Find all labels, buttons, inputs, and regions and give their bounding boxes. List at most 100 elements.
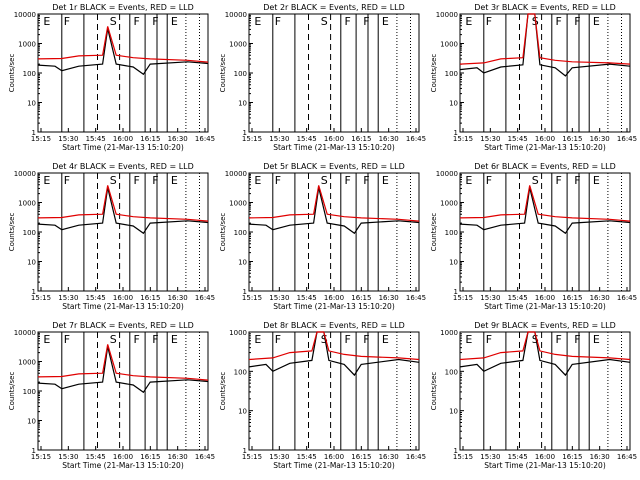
x-tick-label: 15:15	[242, 294, 262, 302]
region-label: S	[110, 15, 117, 28]
x-tick-label: 15:30	[480, 453, 500, 461]
y-tick-label: 100	[23, 229, 36, 237]
x-tick-label: 15:30	[58, 453, 78, 461]
y-tick-label: 1000	[229, 329, 247, 337]
y-tick-label: 1	[243, 288, 247, 296]
x-tick-label: 16:15	[140, 453, 160, 461]
x-tick-label: 16:00	[113, 453, 133, 461]
region-label: E	[254, 333, 261, 346]
region-label: F	[152, 15, 158, 28]
x-tick-label: 16:45	[617, 453, 637, 461]
region-label: E	[593, 15, 600, 28]
x-tick-label: 16:00	[113, 294, 133, 302]
series-line	[37, 28, 209, 76]
region-label: F	[486, 333, 492, 346]
x-tick-label: 15:30	[269, 135, 289, 143]
x-tick-label: 15:45	[86, 453, 106, 461]
y-tick-label: 100	[445, 368, 458, 376]
y-tick-label: 10000	[14, 170, 36, 178]
y-tick-label: 10000	[436, 170, 458, 178]
region-label: F	[275, 333, 281, 346]
y-axis-label: Counts/sec	[219, 372, 227, 411]
x-tick-label: 16:15	[351, 135, 371, 143]
x-axis-label: Start Time (21-Mar-13 15:10:20)	[62, 143, 184, 152]
x-tick-label: 15:30	[269, 453, 289, 461]
region-label: F	[345, 15, 351, 28]
x-tick-label: 16:30	[590, 453, 610, 461]
x-tick-label: 15:15	[453, 294, 473, 302]
x-tick-label: 16:00	[324, 453, 344, 461]
region-label: F	[486, 174, 492, 187]
chart-title: Det 6r BLACK = Events, RED = LLD	[474, 162, 616, 171]
series-line	[37, 187, 209, 235]
region-label: F	[345, 333, 351, 346]
y-tick-label: 100	[234, 229, 247, 237]
region-label: E	[43, 333, 50, 346]
x-tick-label: 15:45	[297, 453, 317, 461]
region-label: S	[321, 15, 328, 28]
x-tick-label: 15:15	[31, 453, 51, 461]
region-label: S	[321, 333, 328, 346]
region-label: F	[275, 15, 281, 28]
y-tick-label: 1	[243, 129, 247, 137]
region-label: F	[556, 174, 562, 187]
plot-frame	[248, 331, 420, 451]
y-tick-label: 1000	[440, 200, 458, 208]
x-axis-label: Start Time (21-Mar-13 15:10:20)	[273, 461, 395, 470]
region-label: E	[43, 174, 50, 187]
x-axis-label: Start Time (21-Mar-13 15:10:20)	[484, 461, 606, 470]
x-tick-label: 16:00	[324, 135, 344, 143]
chart-title: Det 1r BLACK = Events, RED = LLD	[52, 3, 194, 12]
y-tick-label: 100	[23, 388, 36, 396]
x-tick-label: 16:30	[379, 135, 399, 143]
y-tick-label: 10	[27, 418, 36, 426]
plot-frame	[37, 13, 209, 133]
x-tick-label: 16:30	[379, 294, 399, 302]
region-label: S	[532, 333, 539, 346]
region-label: E	[465, 333, 472, 346]
chart-title: Det 7r BLACK = Events, RED = LLD	[52, 321, 194, 330]
series-line	[248, 185, 420, 222]
x-tick-label: 16:15	[562, 294, 582, 302]
y-tick-label: 1	[454, 288, 458, 296]
region-label: E	[382, 333, 389, 346]
x-tick-label: 16:15	[140, 294, 160, 302]
y-tick-label: 1	[32, 288, 36, 296]
y-tick-label: 100	[234, 70, 247, 78]
series-line	[459, 185, 631, 222]
region-label: E	[465, 174, 472, 187]
x-tick-label: 16:45	[617, 135, 637, 143]
series-line	[459, 331, 631, 361]
plot-frame	[459, 331, 631, 451]
y-tick-label: 1000	[440, 329, 458, 337]
x-tick-label: 15:15	[453, 453, 473, 461]
y-axis-label: Counts/sec	[430, 372, 438, 411]
y-tick-label: 10	[238, 408, 247, 416]
x-tick-label: 16:15	[562, 453, 582, 461]
x-tick-label: 16:00	[535, 453, 555, 461]
region-label: F	[574, 174, 580, 187]
x-tick-label: 16:30	[168, 294, 188, 302]
x-tick-label: 16:30	[168, 135, 188, 143]
region-label: F	[363, 174, 369, 187]
x-tick-label: 16:30	[590, 294, 610, 302]
x-tick-label: 16:00	[535, 135, 555, 143]
y-tick-label: 1000	[18, 200, 36, 208]
x-tick-label: 16:45	[406, 294, 426, 302]
y-axis-label: Counts/sec	[430, 54, 438, 93]
series-line	[459, 13, 631, 65]
region-label: E	[171, 174, 178, 187]
y-tick-label: 10	[449, 408, 458, 416]
plot-frame	[248, 13, 420, 133]
region-label: F	[574, 15, 580, 28]
y-tick-label: 1	[32, 447, 36, 455]
region-label: F	[486, 15, 492, 28]
x-tick-label: 16:15	[351, 453, 371, 461]
